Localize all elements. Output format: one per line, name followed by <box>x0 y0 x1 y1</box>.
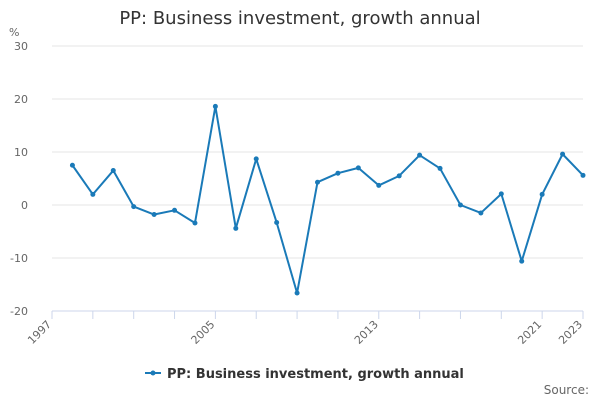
data-point[interactable] <box>253 156 259 162</box>
data-point[interactable] <box>151 212 157 218</box>
data-point[interactable] <box>437 165 443 171</box>
data-point[interactable] <box>396 173 402 179</box>
data-point[interactable] <box>110 168 116 174</box>
data-point[interactable] <box>376 182 382 188</box>
data-point[interactable] <box>274 219 280 225</box>
data-point[interactable] <box>335 170 341 176</box>
data-point[interactable] <box>294 290 300 296</box>
y-tick-label: 10 <box>14 146 28 159</box>
data-point[interactable] <box>69 162 75 168</box>
legend[interactable]: PP: Business investment, growth annual <box>145 367 464 382</box>
x-tick-label: 2021 <box>515 318 544 347</box>
data-point[interactable] <box>580 172 586 178</box>
y-tick-labels: -20 -10 0 10 20 30 <box>10 40 28 318</box>
data-point[interactable] <box>457 202 463 208</box>
data-point[interactable] <box>172 207 178 213</box>
x-axis: 1997 2005 2013 2021 2023 <box>25 310 585 347</box>
data-point[interactable] <box>90 191 96 197</box>
grid-lines <box>52 45 583 312</box>
data-point[interactable] <box>560 151 566 157</box>
x-tick-label: 2005 <box>189 318 218 347</box>
x-tick-label: 2013 <box>352 318 381 347</box>
data-point[interactable] <box>417 152 423 158</box>
y-tick-label: -20 <box>10 305 28 318</box>
x-tick-label: 2023 <box>556 318 585 347</box>
y-tick-label: 30 <box>14 40 28 53</box>
y-tick-label: 0 <box>21 199 28 212</box>
chart-title: PP: Business investment, growth annual <box>119 8 480 29</box>
data-point[interactable] <box>498 191 504 197</box>
data-point[interactable] <box>519 258 525 264</box>
data-point[interactable] <box>539 191 545 197</box>
data-point[interactable] <box>192 220 198 226</box>
data-point[interactable] <box>233 225 239 231</box>
legend-label: PP: Business investment, growth annual <box>167 367 464 382</box>
y-tick-label: -10 <box>10 252 28 265</box>
data-point[interactable] <box>212 103 218 109</box>
data-point[interactable] <box>131 204 137 210</box>
series-line[interactable] <box>71 105 584 294</box>
source-label[interactable]: Source: <box>544 383 589 397</box>
y-axis-unit: % <box>9 26 19 39</box>
y-tick-label: 20 <box>14 93 28 106</box>
data-point[interactable] <box>315 179 320 185</box>
data-point[interactable] <box>355 165 361 171</box>
series-layer <box>69 103 586 296</box>
x-tick-label: 1997 <box>25 318 54 347</box>
data-point[interactable] <box>478 210 484 216</box>
legend-marker-swatch <box>150 370 156 376</box>
